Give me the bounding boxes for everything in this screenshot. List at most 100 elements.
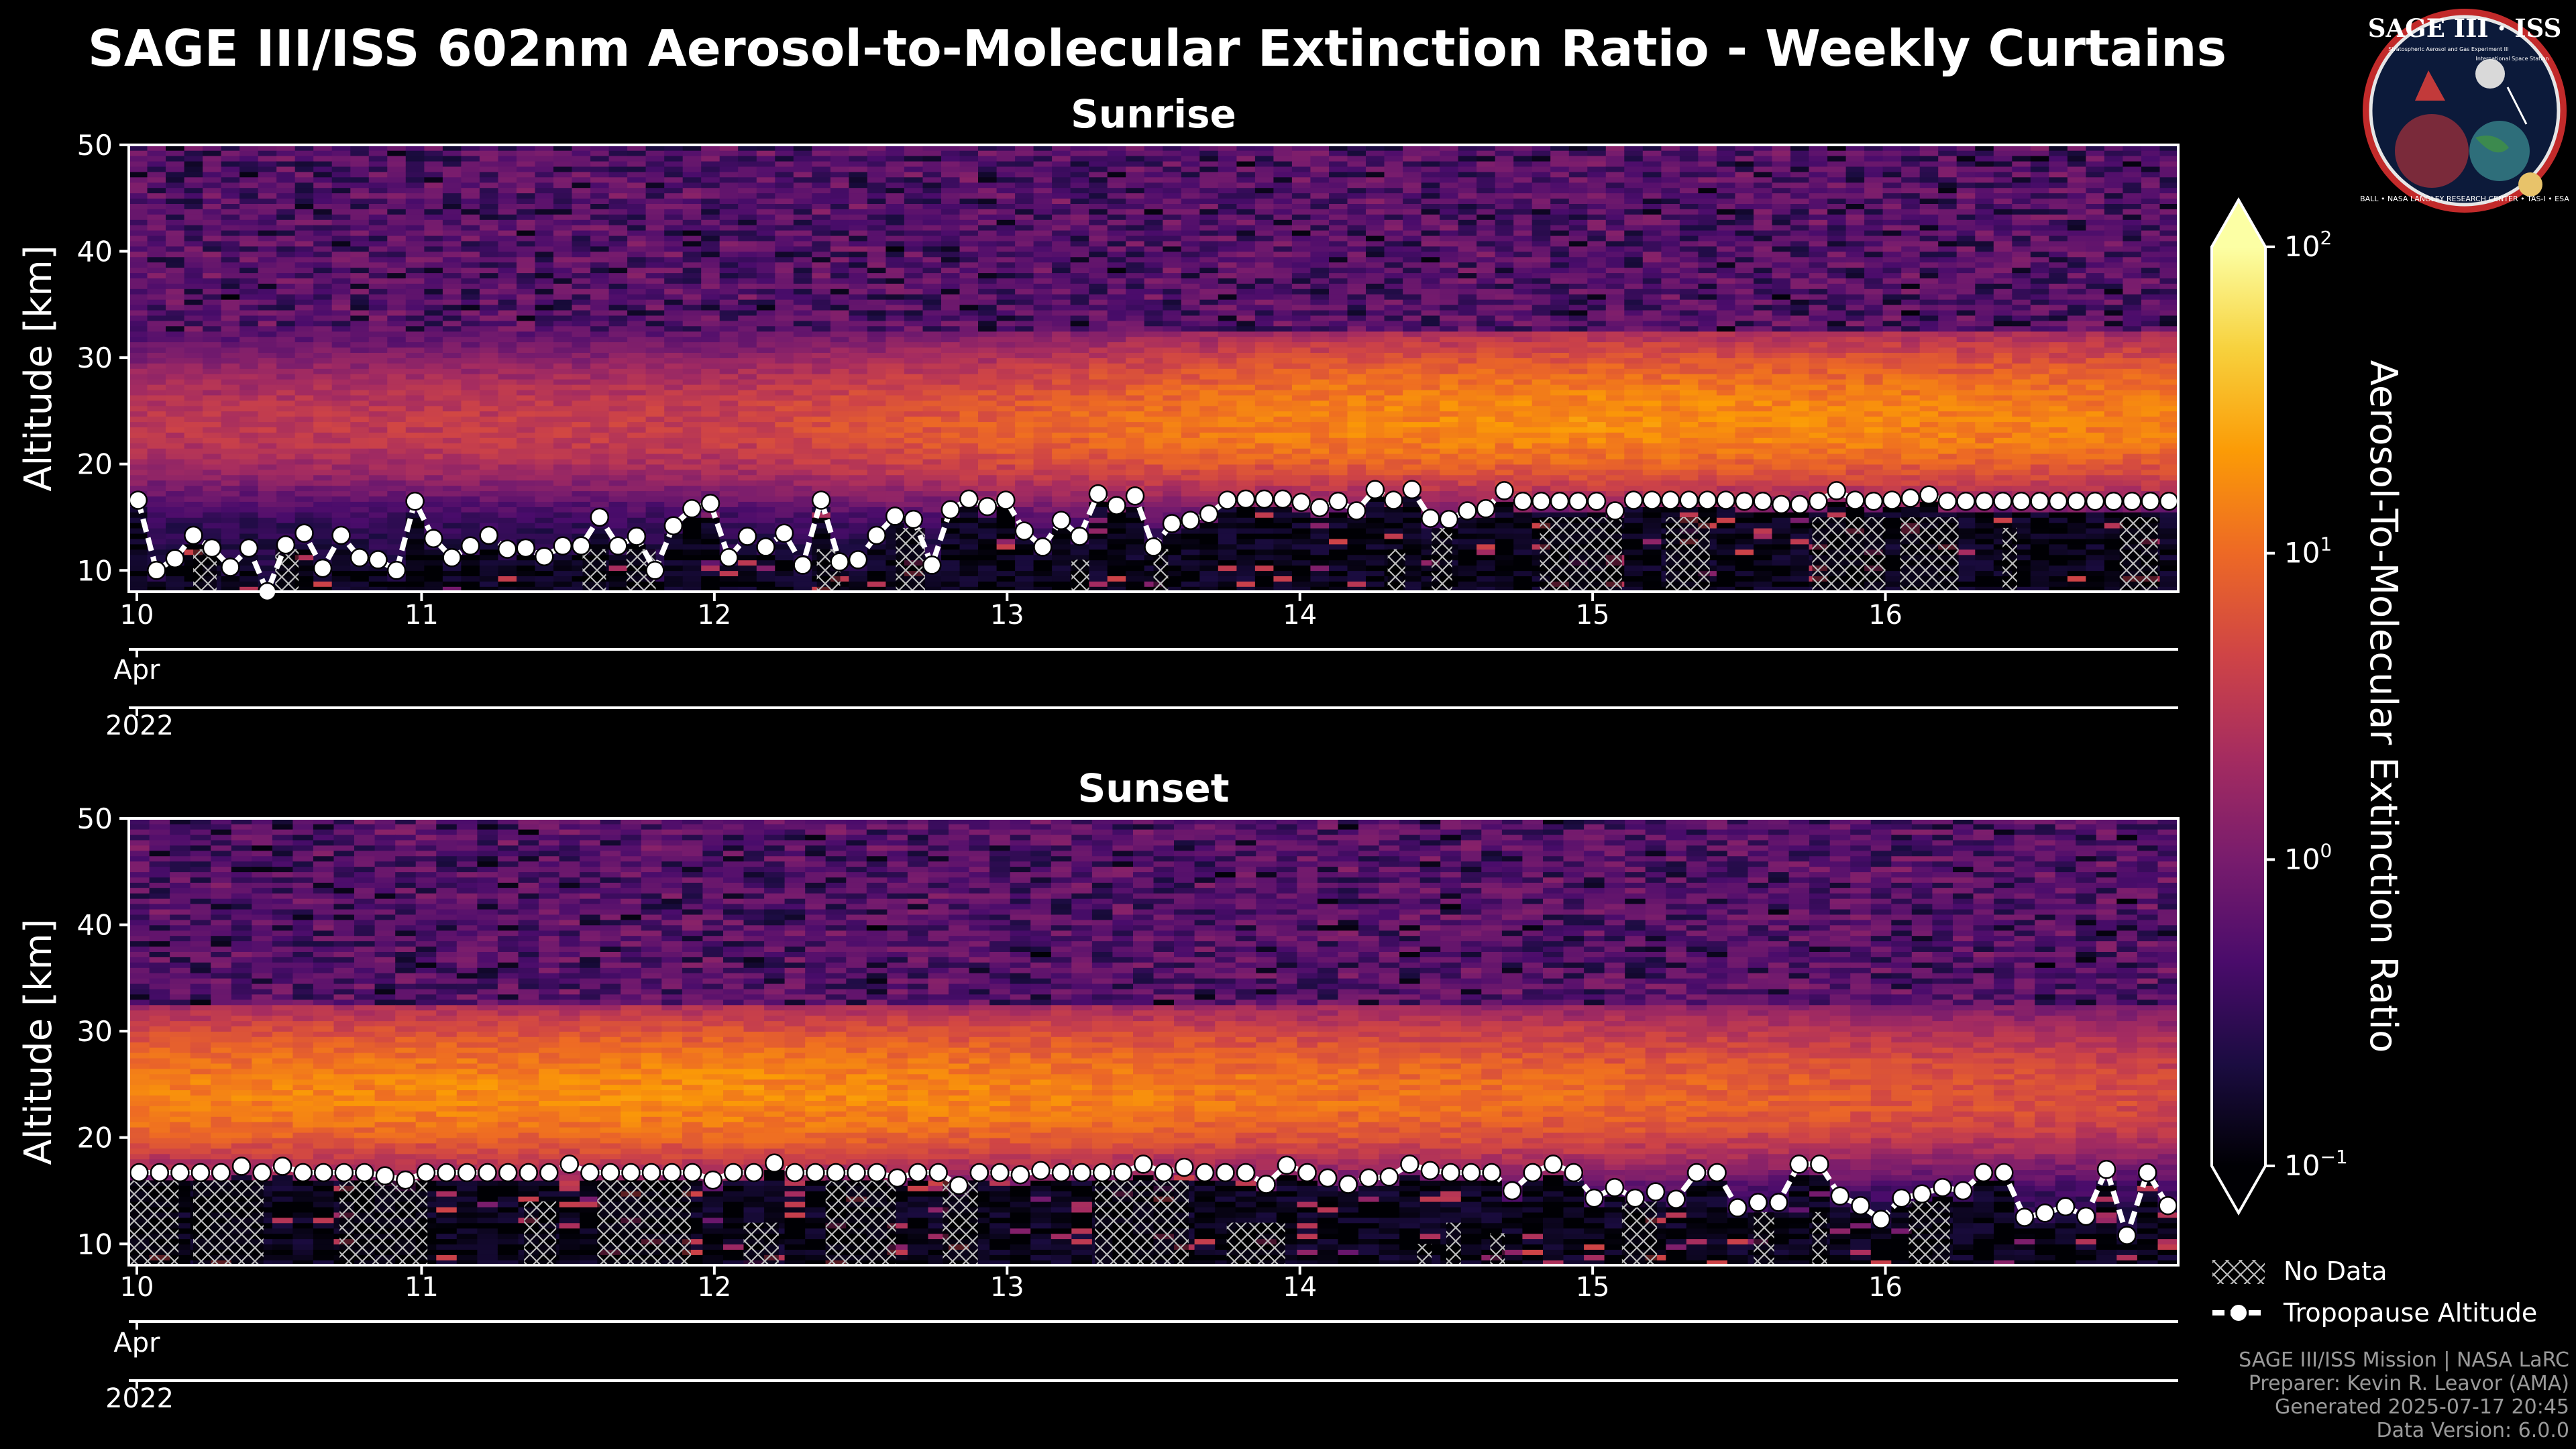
heatmap-cell <box>184 229 203 236</box>
heatmap-cell <box>424 474 443 481</box>
heatmap-cell <box>553 219 573 225</box>
heatmap-cell <box>368 198 388 204</box>
heatmap-cell <box>572 570 591 576</box>
heatmap-cell <box>793 182 813 189</box>
heatmap-cell <box>239 373 259 380</box>
heatmap-cell <box>442 198 462 204</box>
heatmap-cell <box>1070 480 1089 486</box>
heatmap-cell <box>166 219 185 225</box>
heatmap-cell <box>517 304 536 311</box>
heatmap-cell <box>498 447 517 454</box>
heatmap-cell <box>830 193 850 199</box>
heatmap-cell <box>959 299 979 305</box>
heatmap-cell <box>276 246 296 252</box>
heatmap-cell <box>1199 145 1219 151</box>
heatmap-cell <box>239 325 259 332</box>
heatmap-cell <box>701 384 720 390</box>
heatmap-cell <box>184 384 203 390</box>
heatmap-cell <box>590 315 610 321</box>
heatmap-cell <box>1015 251 1034 258</box>
heatmap-cell <box>719 378 739 385</box>
heatmap-cell <box>147 517 166 523</box>
heatmap-cell <box>498 453 517 460</box>
heatmap-cell <box>701 267 720 274</box>
heatmap-cell <box>203 469 222 476</box>
heatmap-cell <box>756 278 776 284</box>
heatmap-cell <box>239 453 259 460</box>
heatmap-cell <box>166 331 185 337</box>
heatmap-cell <box>1033 341 1053 348</box>
heatmap-cell <box>461 336 480 343</box>
heatmap-cell <box>1126 464 1145 470</box>
heatmap-cell <box>608 533 628 539</box>
heatmap-cell <box>756 325 776 332</box>
heatmap-cell <box>517 320 536 327</box>
heatmap-cell <box>978 283 998 289</box>
heatmap-cell <box>941 171 961 178</box>
heatmap-cell <box>941 437 961 443</box>
heatmap-cell <box>535 198 554 204</box>
heatmap-cell <box>830 432 850 438</box>
heatmap-cell <box>701 416 720 423</box>
heatmap-cell <box>793 198 813 204</box>
heatmap-cell <box>867 576 887 582</box>
heatmap-cell <box>221 278 240 284</box>
heatmap-cell <box>405 219 425 225</box>
heatmap-cell <box>147 304 166 311</box>
heatmap-cell <box>1015 262 1034 268</box>
heatmap-cell <box>719 373 739 380</box>
heatmap-cell <box>368 581 388 587</box>
heatmap-cell <box>221 347 240 353</box>
heatmap-cell <box>1089 538 1108 545</box>
heatmap-cell <box>645 469 665 476</box>
heatmap-cell <box>608 559 628 566</box>
heatmap-cell <box>1052 240 1071 247</box>
heatmap-cell <box>793 437 813 443</box>
heatmap-cell <box>258 427 277 433</box>
heatmap-cell <box>1070 522 1089 529</box>
heatmap-cell <box>442 193 462 199</box>
heatmap-cell <box>498 182 517 189</box>
heatmap-cell <box>276 363 296 369</box>
heatmap-cell <box>147 373 166 380</box>
heatmap-cell <box>203 400 222 407</box>
heatmap-cell <box>258 554 277 561</box>
heatmap-cell <box>184 331 203 337</box>
heatmap-cell <box>331 155 351 162</box>
heatmap-cell <box>553 240 573 247</box>
heatmap-cell <box>387 288 407 294</box>
heatmap-cell <box>313 214 333 220</box>
heatmap-cell <box>405 251 425 258</box>
heatmap-cell <box>867 522 887 529</box>
heatmap-cell <box>812 187 831 194</box>
heatmap-cell <box>793 331 813 337</box>
heatmap-cell <box>922 496 942 502</box>
heatmap-cell <box>203 506 222 513</box>
heatmap-cell <box>276 368 296 374</box>
heatmap-cell <box>904 352 924 358</box>
heatmap-cell <box>424 554 443 561</box>
heatmap-cell <box>387 251 407 258</box>
heatmap-cell <box>664 182 684 189</box>
heatmap-cell <box>313 150 333 156</box>
heatmap-cell <box>239 581 259 587</box>
heatmap-cell <box>590 299 610 305</box>
heatmap-cell <box>517 166 536 172</box>
heatmap-cell <box>1126 352 1145 358</box>
heatmap-cell <box>535 219 554 225</box>
heatmap-cell <box>535 193 554 199</box>
heatmap-cell <box>608 421 628 427</box>
heatmap-cell <box>313 309 333 316</box>
heatmap-cell <box>608 187 628 194</box>
heatmap-cell <box>756 533 776 539</box>
heatmap-cell <box>1144 229 1163 236</box>
heatmap-cell <box>1181 283 1201 289</box>
heatmap-cell <box>166 224 185 231</box>
heatmap-cell <box>941 421 961 427</box>
heatmap-cell <box>719 586 739 592</box>
heatmap-cell <box>1126 517 1145 523</box>
heatmap-cell <box>276 267 296 274</box>
heatmap-cell <box>1070 432 1089 438</box>
heatmap-cell <box>1089 427 1108 433</box>
heatmap-cell <box>294 166 314 172</box>
